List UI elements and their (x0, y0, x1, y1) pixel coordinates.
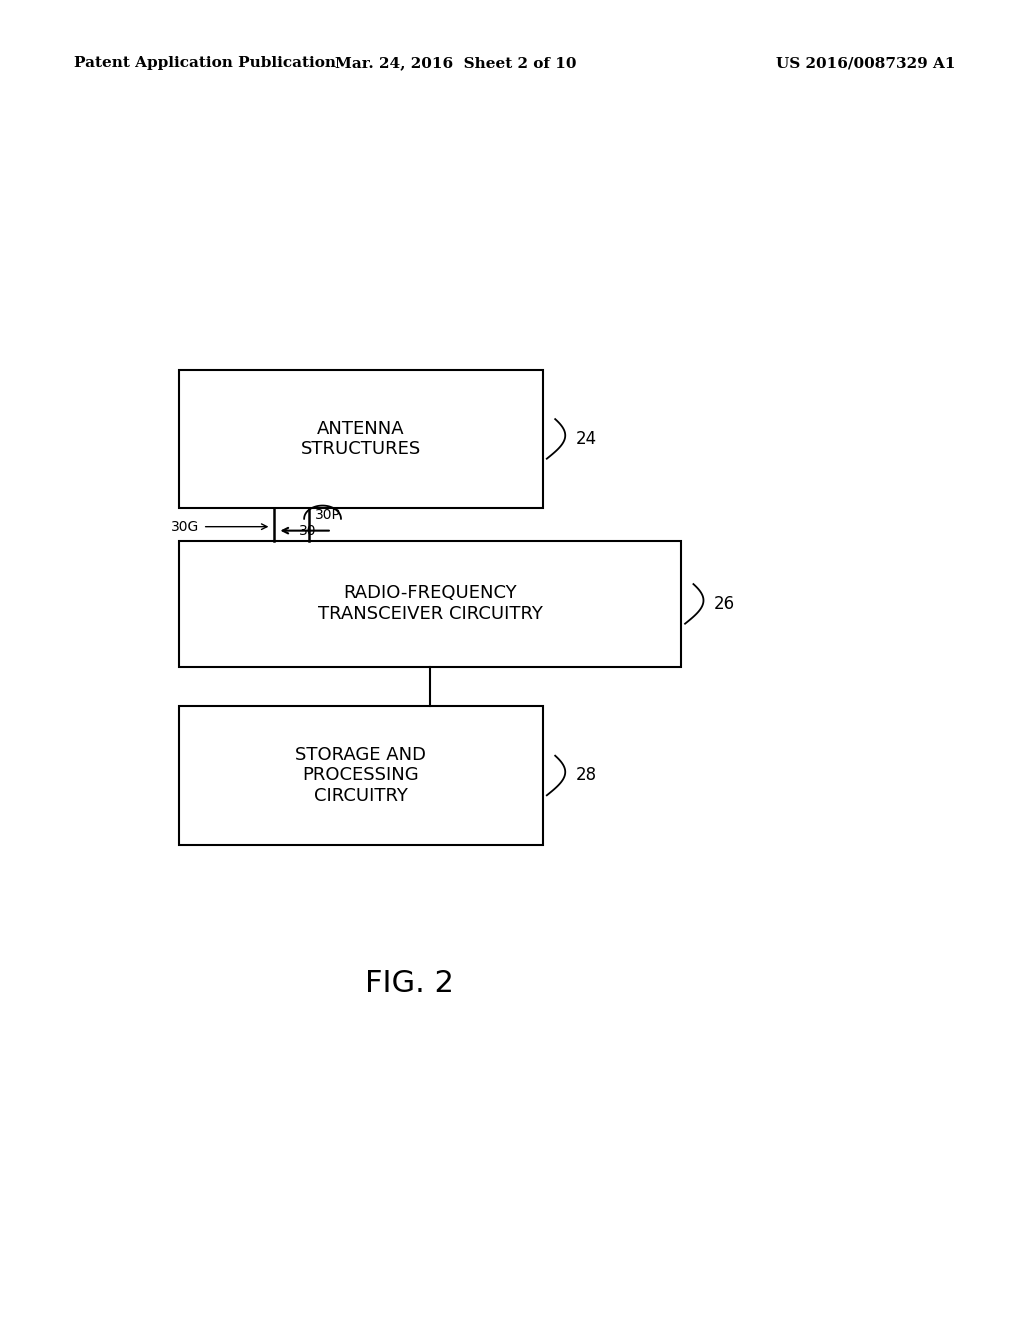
Text: US 2016/0087329 A1: US 2016/0087329 A1 (775, 57, 955, 70)
Text: 24: 24 (575, 430, 597, 447)
Text: STORAGE AND
PROCESSING
CIRCUITRY: STORAGE AND PROCESSING CIRCUITRY (296, 746, 426, 805)
Text: 28: 28 (575, 767, 597, 784)
Text: 30: 30 (299, 524, 316, 537)
Bar (179, 706, 543, 845)
Bar (179, 541, 681, 667)
Text: 30P: 30P (315, 508, 341, 521)
Text: 26: 26 (714, 595, 735, 612)
Text: FIG. 2: FIG. 2 (366, 969, 454, 998)
Text: Patent Application Publication: Patent Application Publication (74, 57, 336, 70)
Bar (179, 370, 543, 508)
Text: RADIO-FREQUENCY
TRANSCEIVER CIRCUITRY: RADIO-FREQUENCY TRANSCEIVER CIRCUITRY (317, 585, 543, 623)
Text: ANTENNA
STRUCTURES: ANTENNA STRUCTURES (301, 420, 421, 458)
Text: Mar. 24, 2016  Sheet 2 of 10: Mar. 24, 2016 Sheet 2 of 10 (335, 57, 577, 70)
Text: 30G: 30G (171, 520, 200, 533)
